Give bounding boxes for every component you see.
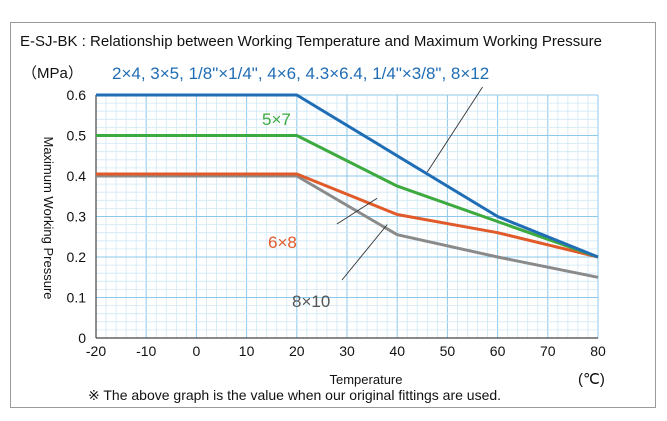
series-line-5x7 <box>96 134 599 259</box>
x-tick-label: 70 <box>540 343 556 359</box>
x-tick-label: 20 <box>289 343 305 359</box>
series-line-8x10 <box>96 174 599 279</box>
y-tick-label: 0.6 <box>67 87 87 103</box>
x-tick-label: 0 <box>193 343 201 359</box>
leader-line-main <box>426 86 483 173</box>
x-tick-label: -20 <box>86 343 106 359</box>
leader-lines <box>336 86 483 281</box>
series-line-main-sizes <box>96 93 599 259</box>
series-label-5x7: 5×7 <box>262 110 291 129</box>
series-label-main-sizes: 2×4, 3×5, 1/8"×1/4", 4×6, 4.3×6.4, 1/4"×… <box>112 64 489 83</box>
chart-frame <box>10 22 656 408</box>
footnote: ※ The above graph is the value when our … <box>88 387 501 403</box>
y-tick-label: 0 <box>78 330 86 346</box>
x-tick-label: 10 <box>239 343 255 359</box>
x-tick-label: -10 <box>136 343 156 359</box>
y-tick-label: 0.2 <box>67 249 87 265</box>
series-line-6x8 <box>96 172 599 259</box>
series-label-6x8: 6×8 <box>268 233 297 252</box>
chart-title: E-SJ-BK : Relationship between Working T… <box>20 33 602 50</box>
y-unit-label: （MPa） <box>22 65 83 82</box>
y-axis-label: Maximum Working Pressure <box>41 136 56 299</box>
leader-line-8x10 <box>341 224 388 281</box>
x-tick-label: 40 <box>389 343 405 359</box>
x-unit-label: (℃) <box>578 371 605 388</box>
x-axis-label: Temperature <box>330 372 403 387</box>
y-tick-label: 0.5 <box>67 128 87 144</box>
y-tick-label: 0.3 <box>67 209 87 225</box>
x-tick-label: 60 <box>490 343 506 359</box>
x-tick-label: 80 <box>590 343 606 359</box>
y-tick-label: 0.4 <box>67 168 87 184</box>
x-tick-label: 30 <box>339 343 355 359</box>
x-tick-label: 50 <box>440 343 456 359</box>
y-tick-label: 0.1 <box>67 290 87 306</box>
grid <box>95 94 599 339</box>
series-labels: 2×4, 3×5, 1/8"×1/4", 4×6, 4.3×6.4, 1/4"×… <box>112 64 489 311</box>
series-lines <box>96 93 599 279</box>
leader-line-6x8 <box>336 197 378 225</box>
series-label-8x10: 8×10 <box>292 292 330 311</box>
tick-labels: -20 -10 0 10 20 30 40 50 60 70 80 0 0.1 0.2 0.3 0.4 0.5 0… <box>67 87 606 359</box>
